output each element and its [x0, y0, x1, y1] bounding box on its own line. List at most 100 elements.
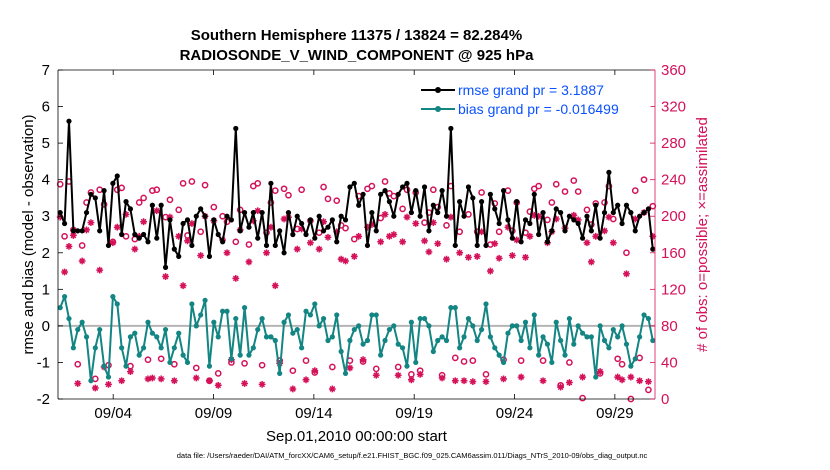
legend: rmse grand pr = 3.1887 bias grand pr = -0…	[421, 82, 619, 117]
obs-possible-point	[175, 206, 183, 214]
obs-assimilated-point	[307, 239, 314, 247]
rmse-point	[57, 209, 63, 216]
obs-possible-point	[342, 224, 349, 232]
obs-assimilated-point	[65, 242, 73, 250]
obs-assimilated-point	[368, 221, 376, 228]
rmse-point	[263, 242, 270, 249]
obs-possible-point	[487, 241, 494, 248]
rmse-point	[176, 253, 182, 260]
bias-point	[320, 315, 327, 322]
obs-assimilated-point	[350, 253, 358, 260]
obs-possible-point	[254, 179, 262, 187]
obs-possible-point	[232, 238, 240, 246]
rmse-point	[571, 217, 577, 223]
rmse-point	[369, 209, 375, 216]
obs-possible-point	[135, 199, 143, 206]
obs-assimilated-point	[438, 374, 446, 382]
tick-labels-group: -2 -1 0 1 2 3 4 5 6 7 0 40 80 120 160 200 240 280 320 360 09…	[37, 62, 686, 422]
obs-assimilated-point	[473, 253, 481, 260]
bias-point	[66, 315, 72, 322]
bias-point	[408, 319, 414, 325]
obs-possible-point	[631, 187, 639, 194]
bias-point	[123, 363, 129, 369]
obs-assimilated-point	[232, 274, 240, 282]
data-file-footnote: data file: /Users/raeder/DAI/ATM_forcXX/…	[177, 451, 648, 460]
rmse-point	[272, 242, 278, 249]
bias-point	[364, 337, 371, 344]
bias-point	[158, 345, 164, 351]
obs-assimilated-point	[460, 377, 468, 385]
bias-point	[285, 312, 292, 318]
bias-point	[448, 305, 454, 311]
bias-point	[641, 312, 647, 318]
obs-possible-point	[258, 361, 266, 369]
bias-point	[250, 345, 256, 351]
bias-point	[439, 334, 445, 340]
obs-possible-point	[153, 186, 161, 194]
obs-assimilated-point	[517, 373, 525, 381]
rmse-point	[101, 188, 107, 194]
obs-assimilated-point	[557, 383, 565, 391]
obs-assimilated-point	[267, 223, 275, 231]
obs-possible-point	[394, 363, 402, 371]
obs-assimilated-point	[241, 380, 248, 387]
rmse-point	[553, 206, 559, 212]
rmse-point	[184, 217, 191, 223]
rmse-point	[566, 213, 573, 219]
bias-point	[132, 330, 138, 336]
bias-point	[360, 341, 366, 347]
bias-point	[395, 341, 401, 347]
rmse-point	[75, 228, 81, 234]
obs-assimilated-point	[372, 371, 380, 379]
obs-assimilated-point	[469, 378, 477, 386]
obs-possible-point	[280, 185, 288, 193]
rmse-point	[211, 217, 217, 223]
obs-assimilated-point	[179, 282, 187, 290]
rmse-point	[110, 180, 116, 186]
obs-assimilated-point	[421, 237, 428, 245]
obs-assimilated-point	[601, 227, 608, 235]
rmse-point	[180, 220, 186, 227]
rmse-point	[531, 191, 537, 197]
obs-assimilated-point	[566, 379, 573, 386]
obs-assimilated-point	[170, 377, 178, 385]
obs-possible-point	[324, 195, 332, 203]
bias-point	[386, 326, 393, 333]
rmse-point	[215, 231, 221, 238]
bias-point	[421, 315, 428, 322]
bias-point	[303, 308, 309, 314]
obs-possible-point	[368, 182, 376, 190]
rmse-line	[59, 120, 654, 269]
obs-possible-point	[241, 360, 248, 367]
obs-assimilated-series	[56, 207, 657, 393]
bias-point	[487, 334, 493, 340]
rmse-point	[320, 228, 327, 234]
obs-assimilated-point	[162, 273, 169, 280]
obs-assimilated-point	[184, 237, 191, 245]
rmse-point	[417, 213, 423, 219]
bias-point	[470, 323, 476, 329]
rmse-point	[189, 242, 195, 249]
legend-marker	[435, 87, 441, 93]
obs-assimilated-point	[508, 252, 516, 259]
obs-possible-point	[443, 222, 450, 229]
rmse-point	[356, 202, 362, 208]
bias-point	[479, 326, 485, 333]
bias-point	[549, 359, 555, 366]
obs-assimilated-point	[465, 253, 472, 261]
obs-possible-point	[579, 394, 586, 402]
obs-possible-point	[478, 189, 485, 196]
y-tick-label: 7	[42, 62, 50, 79]
obs-assimilated-point	[456, 249, 464, 257]
obs-possible-point	[570, 177, 578, 184]
bias-point	[571, 341, 577, 347]
bias-point	[338, 348, 344, 355]
rmse-point	[79, 228, 85, 234]
bias-point	[536, 352, 542, 358]
rmse-point	[167, 217, 173, 223]
legend-marker	[435, 106, 441, 112]
obs-assimilated-point	[552, 215, 560, 223]
rmse-point	[439, 188, 445, 194]
y2-tick-label: 120	[661, 281, 686, 298]
bias-point	[105, 374, 112, 380]
